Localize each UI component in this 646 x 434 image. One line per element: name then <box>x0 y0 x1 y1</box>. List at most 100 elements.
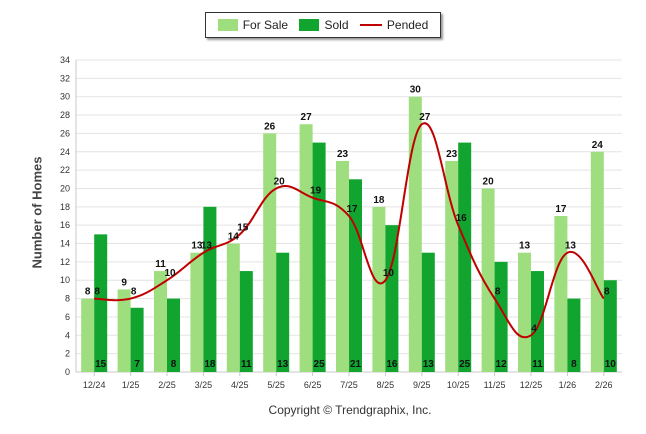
legend: For Sale Sold Pended <box>205 12 441 38</box>
label-pended: 8 <box>495 287 501 298</box>
x-tick-label: 8/25 <box>377 380 395 390</box>
label-pended: 17 <box>346 204 358 215</box>
bar-sold <box>531 271 544 372</box>
label-pended: 8 <box>94 287 100 298</box>
y-tick-label: 10 <box>60 275 70 285</box>
bar-for-sale <box>481 188 495 372</box>
bar-for-sale <box>445 160 459 372</box>
legend-label-sold: Sold <box>324 18 349 32</box>
x-tick-label: 12/24 <box>83 380 106 390</box>
label-sold: 10 <box>605 359 617 370</box>
label-sold: 25 <box>459 359 471 370</box>
bar-for-sale <box>226 243 240 372</box>
label-pended: 13 <box>565 241 577 252</box>
bar-sold <box>494 261 508 372</box>
bar-for-sale <box>154 271 167 372</box>
legend-label-pended: Pended <box>386 18 429 32</box>
bar-sold <box>239 271 253 372</box>
label-pended: 13 <box>201 241 213 252</box>
bar-sold <box>421 252 435 372</box>
y-tick-label: 14 <box>60 239 70 249</box>
label-sold: 11 <box>241 359 252 370</box>
y-tick-label: 30 <box>60 92 70 102</box>
bar-sold <box>130 307 144 372</box>
label-sold: 16 <box>386 359 398 370</box>
label-sold: 21 <box>350 359 362 370</box>
label-sold: 7 <box>134 359 140 370</box>
y-tick-label: 6 <box>65 312 70 322</box>
label-for-sale: 8 <box>85 287 91 298</box>
label-for-sale: 27 <box>301 112 313 123</box>
label-sold: 15 <box>95 359 107 370</box>
bar-for-sale <box>372 206 386 372</box>
x-tick-label: 10/25 <box>447 380 470 390</box>
label-pended: 10 <box>383 268 395 279</box>
label-pended: 8 <box>604 287 610 298</box>
y-tick-label: 16 <box>60 220 70 230</box>
label-for-sale: 11 <box>155 259 166 270</box>
bar-sold <box>312 142 326 372</box>
y-tick-label: 0 <box>65 367 70 377</box>
label-for-sale: 13 <box>191 241 203 252</box>
label-sold: 13 <box>423 359 435 370</box>
bar-for-sale <box>554 216 568 372</box>
y-tick-label: 28 <box>60 110 70 120</box>
label-sold: 18 <box>204 359 216 370</box>
x-tick-label: 1/26 <box>559 380 577 390</box>
bar-sold <box>458 142 472 372</box>
bar-for-sale <box>336 160 349 372</box>
label-for-sale: 20 <box>483 176 495 187</box>
legend-item-sold[interactable]: Sold <box>299 18 349 32</box>
label-for-sale: 17 <box>555 204 567 215</box>
legend-swatch-sold <box>299 19 320 31</box>
label-for-sale: 13 <box>519 241 531 252</box>
y-tick-label: 8 <box>65 294 70 304</box>
x-tick-label: 1/25 <box>122 380 140 390</box>
y-tick-label: 4 <box>65 330 70 340</box>
bar-for-sale <box>190 252 204 372</box>
label-for-sale: 24 <box>592 140 604 151</box>
x-tick-label: 6/25 <box>304 380 322 390</box>
label-pended: 27 <box>419 112 431 123</box>
x-tick-label: 5/25 <box>267 380 285 390</box>
label-for-sale: 18 <box>373 195 385 206</box>
bar-for-sale <box>117 289 131 372</box>
label-for-sale: 23 <box>337 149 349 160</box>
x-tick-label: 12/25 <box>520 380 543 390</box>
x-tick-label: 11/25 <box>484 380 506 390</box>
bar-for-sale <box>408 96 422 373</box>
bar-for-sale <box>81 298 95 372</box>
bar-sold <box>349 179 362 372</box>
label-pended: 16 <box>456 213 468 224</box>
bar-sold <box>603 280 617 372</box>
legend-swatch-pended <box>359 24 382 26</box>
label-pended: 20 <box>274 176 286 187</box>
legend-item-pended[interactable]: Pended <box>359 18 429 32</box>
label-for-sale: 30 <box>410 85 422 96</box>
y-tick-label: 12 <box>60 257 70 267</box>
bar-sold <box>203 206 217 372</box>
y-tick-label: 26 <box>60 128 70 138</box>
legend-swatch-for-sale <box>217 19 238 31</box>
label-pended: 4 <box>531 323 537 334</box>
label-for-sale: 23 <box>446 149 458 160</box>
bar-for-sale <box>263 133 277 372</box>
copyright-text: Copyright © Trendgraphix, Inc. <box>268 403 432 417</box>
label-for-sale: 26 <box>264 121 276 132</box>
bar-for-sale <box>299 124 313 372</box>
x-tick-label: 7/25 <box>340 380 358 390</box>
label-sold: 8 <box>171 359 177 370</box>
pended-line <box>94 122 605 339</box>
legend-item-for-sale[interactable]: For Sale <box>217 18 288 32</box>
label-for-sale: 14 <box>228 232 240 243</box>
label-sold: 12 <box>496 359 508 370</box>
label-pended: 15 <box>237 222 249 233</box>
y-tick-label: 20 <box>60 183 70 193</box>
y-tick-label: 18 <box>60 202 70 212</box>
label-pended: 10 <box>164 268 176 279</box>
bar-sold <box>567 298 581 372</box>
label-sold: 11 <box>532 359 543 370</box>
bar-for-sale <box>518 252 531 372</box>
label-sold: 13 <box>277 359 289 370</box>
